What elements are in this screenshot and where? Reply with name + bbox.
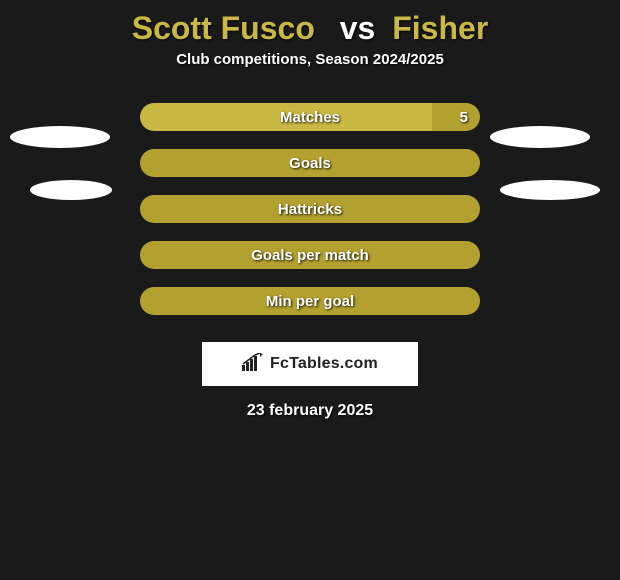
date-text: 23 february 2025 xyxy=(0,402,620,420)
bar-segment xyxy=(140,103,432,131)
chart-icon xyxy=(242,353,264,376)
bar-segment xyxy=(140,287,480,315)
stat-row: Goals per match xyxy=(0,232,620,278)
bar-segment xyxy=(432,103,480,131)
value-bubble xyxy=(500,180,600,200)
badge-text: FcTables.com xyxy=(270,355,378,373)
subtitle: Club competitions, Season 2024/2025 xyxy=(0,51,620,68)
stat-row: Min per goal xyxy=(0,278,620,324)
stat-bar: Matches5 xyxy=(140,103,480,131)
bar-segment xyxy=(140,195,480,223)
bar-segment xyxy=(140,149,480,177)
stat-bar: Goals xyxy=(140,149,480,177)
site-badge: FcTables.com xyxy=(202,342,418,386)
stat-value-right: 5 xyxy=(460,103,468,131)
stat-bar: Hattricks xyxy=(140,195,480,223)
bar-segment xyxy=(140,241,480,269)
value-bubble xyxy=(490,126,590,148)
value-bubble xyxy=(10,126,110,148)
value-bubble xyxy=(30,180,112,200)
title-vs: vs xyxy=(340,10,376,46)
stat-bar: Goals per match xyxy=(140,241,480,269)
page-title: Scott Fusco vs Fisher xyxy=(0,0,620,51)
title-player2: Fisher xyxy=(392,10,488,46)
stat-bar: Min per goal xyxy=(140,287,480,315)
title-player1: Scott Fusco xyxy=(132,10,315,46)
